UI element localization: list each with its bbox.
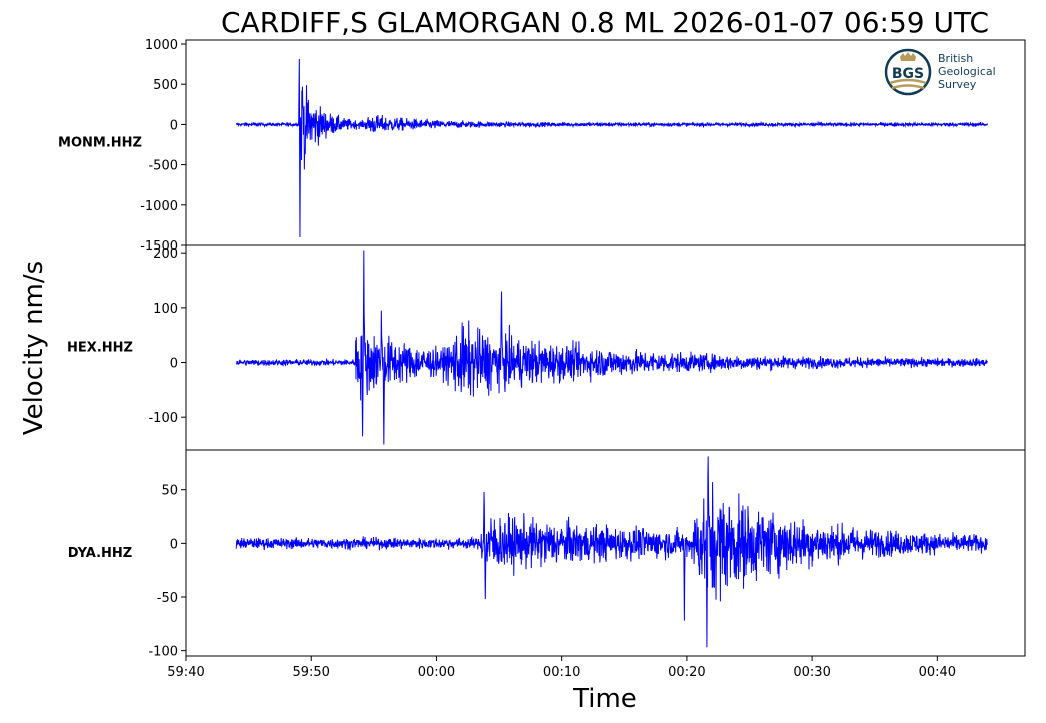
logo-wave-2 (891, 84, 925, 90)
y-tick-label: -1500 (140, 239, 178, 254)
waveform-hex-hhz (236, 250, 988, 445)
x-tick-label: 00:20 (668, 665, 705, 680)
y-axis-label: Velocity nm/s (19, 261, 49, 435)
logo-line-2: Geological (938, 65, 996, 78)
x-tick-label: 00:30 (793, 665, 830, 680)
y-tick-label: 500 (153, 78, 178, 93)
panel-hex-hhz: 200 100 0 -100 HEX.HHZ (67, 244, 1026, 451)
y-tick-label: -50 (157, 591, 178, 606)
panel-frame (185, 244, 1026, 451)
y-tick-label: -100 (148, 411, 178, 426)
y-tick-label: 0 (170, 118, 178, 133)
station-label: HEX.HHZ (67, 341, 133, 356)
station-label: DYA.HHZ (68, 546, 132, 561)
y-tick-label: -500 (148, 159, 178, 174)
waveform-monm-hhz (235, 59, 988, 237)
y-tick-label: 50 (161, 484, 178, 499)
logo-ring (884, 48, 932, 96)
panel-dya-hhz: 50 0 -50 -100 DYA.HHZ (68, 449, 1026, 660)
station-label: MONM.HHZ (58, 136, 142, 151)
x-tick-label: 00:00 (418, 665, 455, 680)
x-axis-label: Time (572, 684, 637, 714)
logo-badge: BGS (892, 66, 924, 82)
y-tick-label: 0 (170, 537, 178, 552)
crown-icon (900, 52, 916, 61)
panel-monm-hhz: 1000 500 0 -500 -1000 -1500 MONM.HHZ (58, 38, 1026, 254)
waveform-dya-hhz (235, 456, 988, 648)
logo-line-1: British (938, 52, 973, 65)
chart-title: CARDIFF,S GLAMORGAN 0.8 ML 2026-01-07 06… (221, 6, 989, 39)
y-tick-label: -100 (148, 645, 178, 660)
x-tick-label: 00:10 (543, 665, 580, 680)
x-tick-label: 59:50 (292, 665, 329, 680)
panels: 10005000-500-1000-1500MONM.HHZ2001000-10… (58, 38, 1026, 660)
y-tick-label: 200 (153, 247, 178, 262)
y-tick-label: 1000 (145, 38, 178, 53)
y-tick-label: -1000 (140, 199, 178, 214)
x-tick-label: 59:40 (167, 665, 204, 680)
bgs-logo: BGS British Geological Survey (884, 48, 996, 96)
x-tick-label: 00:40 (919, 665, 956, 680)
logo-line-3: Survey (938, 78, 977, 91)
panel-frame (185, 449, 1026, 657)
y-tick-label: 0 (170, 357, 178, 372)
y-tick-label: 100 (153, 302, 178, 317)
x-axis-ticks: 59:40 59:50 00:00 00:10 00:20 00:30 00:40 (167, 656, 956, 680)
logo-wave-1 (889, 78, 927, 85)
